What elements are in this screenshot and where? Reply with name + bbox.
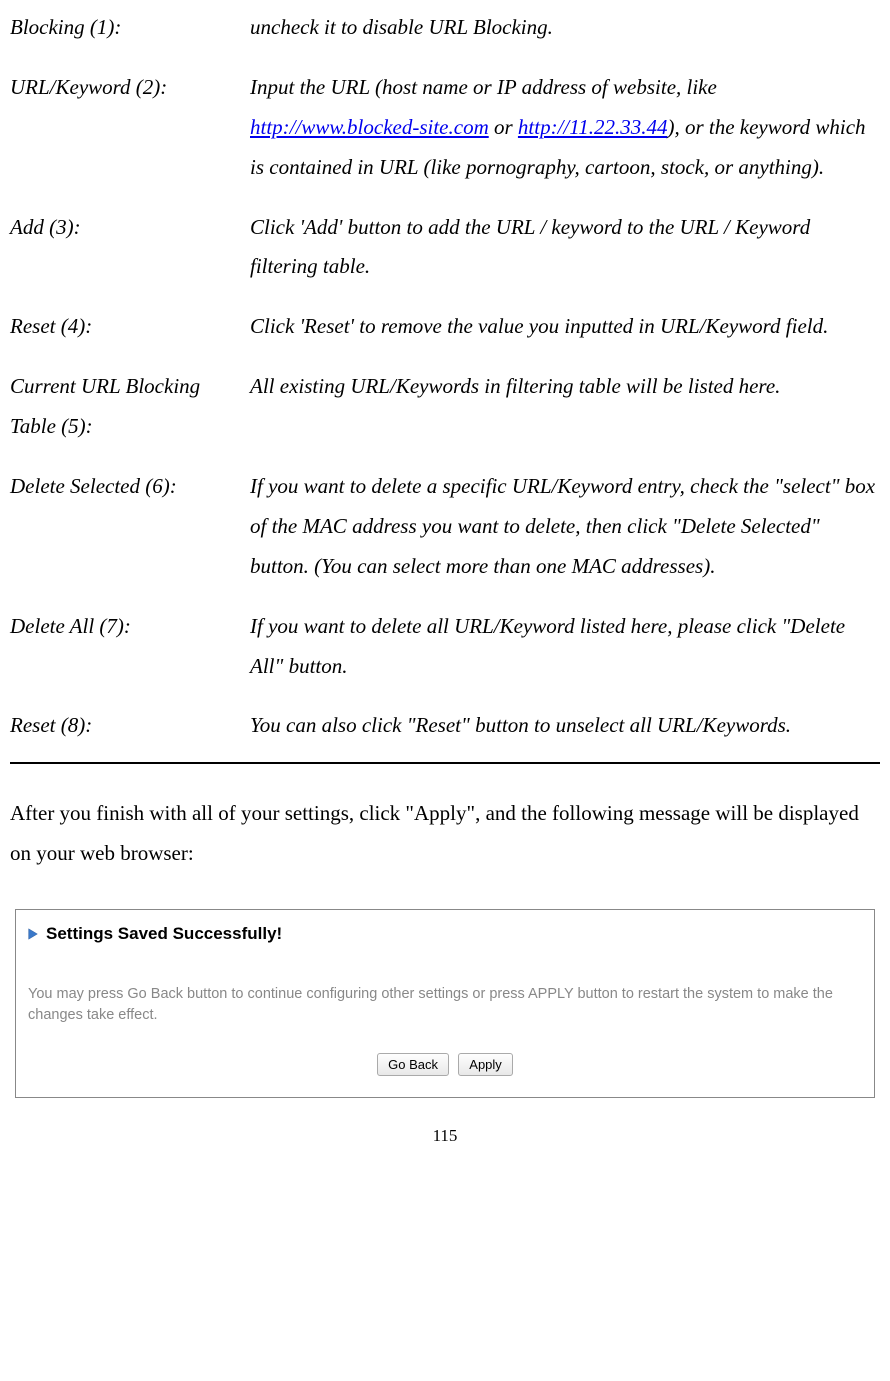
term-label: Reset (8): — [10, 706, 250, 746]
apply-button[interactable]: Apply — [458, 1053, 513, 1076]
definition-row: Delete Selected (6):If you want to delet… — [10, 467, 880, 587]
ip-link[interactable]: http://11.22.33.44 — [518, 115, 668, 139]
arrow-icon — [26, 927, 40, 941]
term-description: Click 'Reset' to remove the value you in… — [250, 307, 880, 347]
definition-row: Blocking (1):uncheck it to disable URL B… — [10, 8, 880, 48]
term-label: Delete Selected (6): — [10, 467, 250, 587]
term-label: Reset (4): — [10, 307, 250, 347]
term-label: Delete All (7): — [10, 607, 250, 687]
blocked-site-link[interactable]: http://www.blocked-site.com — [250, 115, 489, 139]
panel-body-text: You may press Go Back button to continue… — [16, 954, 874, 1035]
definition-row: Add (3):Click 'Add' button to add the UR… — [10, 208, 880, 288]
go-back-button[interactable]: Go Back — [377, 1053, 449, 1076]
definition-row: Reset (8):You can also click "Reset" but… — [10, 706, 880, 746]
term-label: Add (3): — [10, 208, 250, 288]
term-label: Blocking (1): — [10, 8, 250, 48]
panel-title: Settings Saved Successfully! — [46, 918, 282, 950]
term-description: uncheck it to disable URL Blocking. — [250, 8, 880, 48]
page-number: 115 — [10, 1120, 880, 1152]
term-description: Click 'Add' button to add the URL / keyw… — [250, 208, 880, 288]
definition-row: URL/Keyword (2):Input the URL (host name… — [10, 68, 880, 188]
term-label: Current URL Blocking Table (5): — [10, 367, 250, 447]
definition-row: Current URL Blocking Table (5):All exist… — [10, 367, 880, 447]
term-description: If you want to delete a specific URL/Key… — [250, 467, 880, 587]
term-description: If you want to delete all URL/Keyword li… — [250, 607, 880, 687]
settings-saved-panel: Settings Saved Successfully! You may pre… — [15, 909, 875, 1098]
term-description: Input the URL (host name or IP address o… — [250, 68, 880, 188]
panel-button-row: Go Back Apply — [16, 1035, 874, 1097]
panel-header: Settings Saved Successfully! — [16, 910, 874, 954]
definition-list: Blocking (1):uncheck it to disable URL B… — [10, 8, 880, 746]
section-divider — [10, 762, 880, 764]
term-label: URL/Keyword (2): — [10, 68, 250, 188]
definition-row: Reset (4):Click 'Reset' to remove the va… — [10, 307, 880, 347]
term-description: All existing URL/Keywords in filtering t… — [250, 367, 880, 447]
term-description: You can also click "Reset" button to uns… — [250, 706, 880, 746]
definition-row: Delete All (7):If you want to delete all… — [10, 607, 880, 687]
after-settings-text: After you finish with all of your settin… — [10, 794, 880, 874]
